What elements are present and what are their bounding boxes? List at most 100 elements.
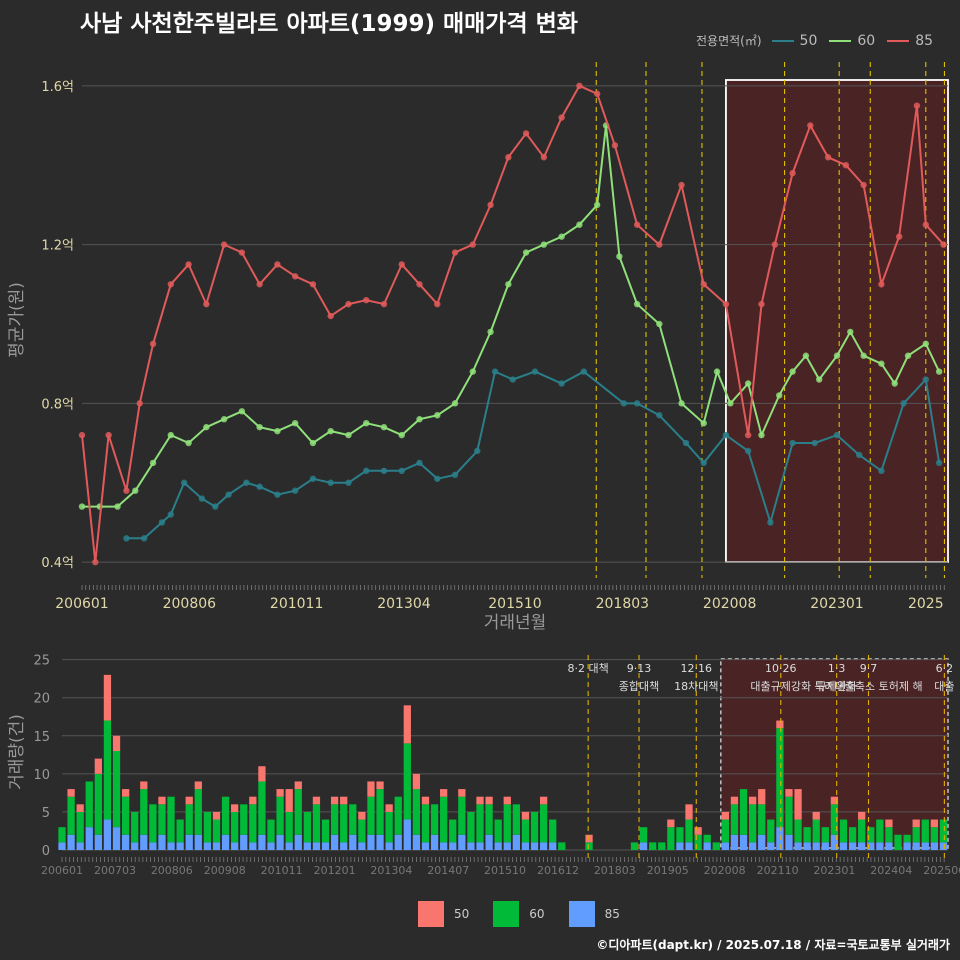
price-point-60 bbox=[451, 400, 459, 407]
volume-x-tick-label: 201510 bbox=[484, 864, 526, 877]
volume-bar-50 bbox=[694, 827, 702, 835]
price-point-85 bbox=[860, 181, 867, 189]
legend-title: 전용면적(㎡) bbox=[696, 34, 762, 48]
price-point-50 bbox=[345, 479, 352, 486]
volume-bar-85 bbox=[221, 834, 230, 850]
volume-bar-85 bbox=[112, 827, 121, 850]
volume-bar-60 bbox=[894, 834, 902, 850]
volume-bar-60 bbox=[267, 819, 275, 843]
volume-bar-85 bbox=[930, 842, 939, 850]
price-point-85 bbox=[309, 281, 317, 288]
x-tick-label: 2025 bbox=[908, 596, 944, 612]
volume-bar-85 bbox=[103, 819, 112, 850]
policy-label-sub: 대출규제강화 bbox=[750, 680, 811, 693]
volume-bar-60 bbox=[249, 804, 257, 843]
volume-bar-50 bbox=[721, 811, 729, 820]
price-point-60 bbox=[616, 253, 623, 260]
volume-bar-60 bbox=[276, 796, 284, 835]
volume-bar-60 bbox=[549, 819, 557, 843]
price-point-50 bbox=[225, 491, 232, 498]
volume-bar-85 bbox=[394, 834, 402, 850]
price-point-50 bbox=[558, 380, 565, 387]
volume-bar-85 bbox=[467, 842, 475, 850]
volume-bar-50 bbox=[785, 789, 793, 797]
legend-box-50 bbox=[418, 901, 444, 927]
price-point-85 bbox=[451, 249, 459, 256]
volume-bar-85 bbox=[258, 834, 266, 850]
volume-bar-85 bbox=[330, 834, 339, 850]
volume-bar-85 bbox=[176, 842, 184, 850]
price-point-85 bbox=[913, 102, 921, 109]
volume-bar-85 bbox=[58, 842, 66, 850]
policy-label: 12·16 bbox=[681, 662, 713, 675]
y-tick-label: 0.8억 bbox=[41, 397, 74, 412]
price-point-60 bbox=[789, 368, 796, 375]
price-point-50 bbox=[198, 495, 206, 502]
price-point-50 bbox=[922, 376, 929, 383]
volume-bar-50 bbox=[885, 819, 893, 828]
volume-bar-85 bbox=[639, 842, 648, 850]
volume-bar-50 bbox=[930, 819, 939, 828]
legend-box-label-85: 85 bbox=[604, 907, 620, 921]
price-point-50 bbox=[140, 535, 148, 542]
price-point-60 bbox=[878, 360, 885, 367]
policy-label: 9·13 bbox=[627, 662, 652, 675]
volume-bar-60 bbox=[903, 834, 911, 843]
volume-bar-85 bbox=[494, 842, 502, 850]
price-point-50 bbox=[789, 439, 796, 447]
volume-bar-85 bbox=[285, 842, 293, 850]
price-point-50 bbox=[531, 368, 539, 375]
price-point-60 bbox=[78, 503, 86, 510]
price-point-50 bbox=[256, 483, 263, 490]
volume-bar-85 bbox=[94, 834, 102, 850]
price-point-50 bbox=[620, 400, 628, 407]
volume-bar-85 bbox=[158, 834, 166, 850]
volume-bar-60 bbox=[158, 804, 166, 835]
volume-bar-85 bbox=[703, 842, 711, 850]
volume-bar-60 bbox=[776, 728, 784, 828]
price-point-50 bbox=[700, 459, 707, 467]
volume-bar-60 bbox=[703, 834, 711, 843]
price-point-60 bbox=[363, 420, 370, 427]
volume-bar-85 bbox=[440, 842, 448, 850]
volume-bar-50 bbox=[185, 796, 193, 805]
volume-x-tick-label: 200908 bbox=[204, 864, 246, 877]
volume-bar-60 bbox=[440, 796, 448, 843]
volume-bar-50 bbox=[440, 789, 448, 797]
volume-bar-85 bbox=[876, 842, 884, 850]
volume-bar-85 bbox=[721, 842, 729, 850]
volume-bar-85 bbox=[76, 842, 84, 850]
price-point-85 bbox=[398, 261, 405, 268]
price-point-60 bbox=[291, 420, 299, 427]
volume-bar-50 bbox=[485, 796, 493, 805]
price-point-60 bbox=[522, 249, 530, 256]
volume-bar-85 bbox=[794, 842, 802, 850]
volume-bar-60 bbox=[112, 751, 121, 828]
volume-bar-60 bbox=[676, 827, 684, 843]
volume-bar-85 bbox=[303, 842, 311, 850]
price-point-85 bbox=[123, 487, 130, 494]
volume-bar-85 bbox=[839, 842, 848, 850]
volume-bar-60 bbox=[367, 796, 375, 835]
price-point-50 bbox=[167, 511, 175, 518]
volume-bar-60 bbox=[67, 796, 75, 835]
price-point-85 bbox=[434, 300, 441, 308]
volume-bar-60 bbox=[485, 804, 493, 835]
volume-bar-60 bbox=[539, 804, 548, 843]
volume-bar-60 bbox=[585, 842, 593, 850]
x-tick-label: 201011 bbox=[270, 596, 323, 612]
y-tick-label: 0.4억 bbox=[41, 556, 74, 571]
price-point-50 bbox=[744, 447, 752, 455]
x-tick-label: 201510 bbox=[488, 596, 541, 612]
volume-bar-85 bbox=[240, 834, 248, 850]
volume-bar-60 bbox=[103, 720, 112, 820]
price-point-60 bbox=[487, 328, 494, 336]
volume-bar-50 bbox=[776, 720, 784, 729]
volume-bar-85 bbox=[385, 842, 393, 850]
price-point-60 bbox=[576, 221, 583, 228]
legend-swatch-60 bbox=[829, 39, 852, 42]
price-point-60 bbox=[727, 400, 734, 407]
volume-x-tick-label: 202008 bbox=[704, 864, 746, 877]
price-point-85 bbox=[220, 241, 228, 248]
volume-bar-50 bbox=[367, 781, 375, 797]
